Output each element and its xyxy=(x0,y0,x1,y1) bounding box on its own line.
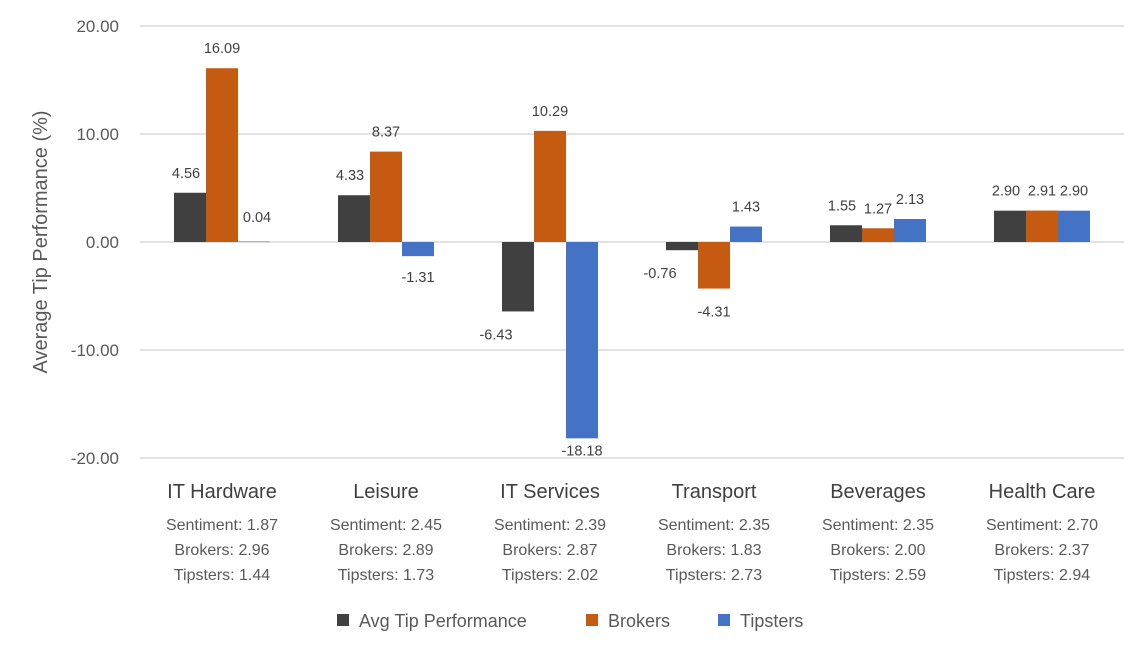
data-label: 2.90 xyxy=(1060,184,1088,200)
data-label: 10.29 xyxy=(532,104,568,120)
category-label: Leisure xyxy=(353,481,419,503)
bar-avg-tip-performance xyxy=(338,195,370,242)
y-tick-label: 0.00 xyxy=(86,233,119,252)
data-label: -6.43 xyxy=(479,327,512,343)
category-label: Transport xyxy=(672,481,757,503)
bar-brokers xyxy=(698,242,730,289)
bar-tipsters xyxy=(894,218,926,242)
bar-avg-tip-performance xyxy=(174,192,206,242)
category-sublabel: Tipsters: 2.02 xyxy=(502,567,598,584)
bar-brokers xyxy=(1026,210,1058,242)
data-label: 2.13 xyxy=(896,192,924,208)
category-label: Health Care xyxy=(989,481,1096,503)
category-sublabel: Brokers: 2.37 xyxy=(994,542,1089,559)
bar-avg-tip-performance xyxy=(830,225,862,242)
data-label: -0.76 xyxy=(643,266,676,282)
data-label: -18.18 xyxy=(561,443,602,459)
category-sublabel: Tipsters: 2.73 xyxy=(666,567,762,584)
category-sublabel: Brokers: 2.00 xyxy=(830,542,925,559)
category-sublabel: Sentiment: 2.39 xyxy=(494,517,606,534)
data-label: 1.55 xyxy=(828,198,856,214)
bar-brokers xyxy=(534,130,566,242)
legend-swatch-avg-tip-performance xyxy=(337,614,349,626)
data-labels: 4.56 16.09 0.04 4.33 8.37 -1.31 -6.43 10.29 -18.… xyxy=(172,41,1088,459)
category-sublabel: Tipsters: 1.44 xyxy=(174,567,270,584)
category-sublabel: Brokers: 1.83 xyxy=(666,542,761,559)
data-label: 1.43 xyxy=(732,200,760,216)
category-sublabel: Sentiment: 2.45 xyxy=(330,517,442,534)
y-axis-ticks: 20.00 10.00 0.00 -10.00 -20.00 xyxy=(71,17,119,468)
y-tick-label: 20.00 xyxy=(76,17,119,36)
category-sublabel: Sentiment: 2.35 xyxy=(822,517,934,534)
category-label: Beverages xyxy=(830,481,926,503)
bar-tipsters xyxy=(402,242,434,257)
bar-brokers xyxy=(370,151,402,242)
category-sublabel: Brokers: 2.96 xyxy=(174,542,269,559)
data-label: 2.90 xyxy=(992,184,1020,200)
y-tick-label: -10.00 xyxy=(71,341,119,360)
category-sublabel: Tipsters: 2.94 xyxy=(994,567,1090,584)
gridlines xyxy=(140,25,1124,459)
category-sublabel: Brokers: 2.89 xyxy=(338,542,433,559)
category-sublabel: Sentiment: 2.35 xyxy=(658,517,770,534)
bar-tipsters xyxy=(238,241,270,243)
bar-avg-tip-performance xyxy=(994,210,1026,242)
category-label: IT Services xyxy=(500,481,600,503)
data-label: 16.09 xyxy=(204,41,240,57)
category-labels: IT Hardware Sentiment: 1.87 Brokers: 2.96 T… xyxy=(166,481,1098,584)
legend: Avg Tip Performance Brokers Tipsters xyxy=(337,611,803,631)
data-label: 4.56 xyxy=(172,166,200,182)
y-axis-label: Average Tip Performance (%) xyxy=(30,110,52,373)
data-label: 2.91 xyxy=(1028,184,1056,200)
category-sublabel: Sentiment: 2.70 xyxy=(986,517,1098,534)
category-sublabel: Tipsters: 2.59 xyxy=(830,567,926,584)
data-label: 1.27 xyxy=(864,201,892,217)
data-label: -4.31 xyxy=(697,305,730,321)
category-sublabel: Tipsters: 1.73 xyxy=(338,567,434,584)
y-tick-label: 10.00 xyxy=(76,125,119,144)
data-label: -1.31 xyxy=(401,270,434,286)
legend-label: Avg Tip Performance xyxy=(359,611,527,631)
data-label: 4.33 xyxy=(336,168,364,184)
bar-brokers xyxy=(862,228,894,242)
category-sublabel: Brokers: 2.87 xyxy=(502,542,597,559)
legend-label: Tipsters xyxy=(740,611,803,631)
bar-avg-tip-performance xyxy=(502,242,534,312)
y-tick-label: -20.00 xyxy=(71,449,119,468)
legend-label: Brokers xyxy=(608,611,670,631)
bars xyxy=(174,68,1090,439)
legend-swatch-tipsters xyxy=(718,614,730,626)
bar-avg-tip-performance xyxy=(666,242,698,251)
bar-tipsters xyxy=(1058,210,1090,242)
category-sublabel: Sentiment: 1.87 xyxy=(166,517,278,534)
legend-swatch-brokers xyxy=(586,614,598,626)
category-label: IT Hardware xyxy=(167,481,277,503)
data-label: 0.04 xyxy=(243,210,271,226)
data-label: 8.37 xyxy=(372,125,400,141)
bar-tipsters xyxy=(566,242,598,439)
bar-tipsters xyxy=(730,226,762,242)
bar-brokers xyxy=(206,68,238,242)
